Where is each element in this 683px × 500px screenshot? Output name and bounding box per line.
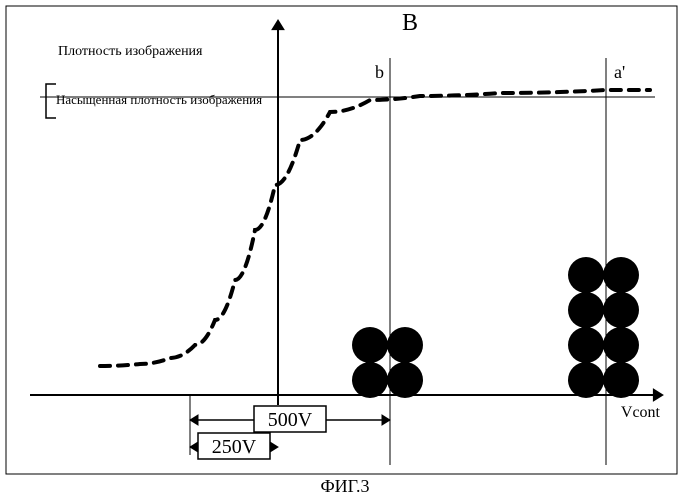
figure-caption: ФИГ.3 (320, 476, 369, 496)
figure-border (6, 6, 677, 474)
particle-left (387, 362, 423, 398)
figure-chart: 500V 250V B Плотность изображения Насыщенная… (0, 0, 683, 500)
arrow-head (382, 415, 390, 425)
mark-a: a' (614, 62, 625, 82)
particle-right (603, 327, 639, 363)
label-250v: 250V (212, 436, 257, 458)
saturation-label: Насыщенная плотность изображения (56, 92, 262, 107)
arrow-head (653, 389, 663, 401)
particle-left (387, 327, 423, 363)
arrow-head (272, 20, 284, 30)
particle-right (568, 327, 604, 363)
arrow-head (270, 442, 278, 452)
particle-right (603, 292, 639, 328)
particle-right (603, 362, 639, 398)
particle-right (603, 257, 639, 293)
saturation-bracket (46, 84, 56, 118)
particle-right (568, 362, 604, 398)
particle-right (568, 292, 604, 328)
density-curve (100, 90, 650, 366)
y-axis-label: Плотность изображения (58, 44, 203, 59)
arrow-head (190, 442, 198, 452)
particle-right (568, 257, 604, 293)
arrow-head (190, 415, 198, 425)
particle-left (352, 362, 388, 398)
label-500v: 500V (268, 409, 313, 431)
mark-b: b (375, 62, 384, 82)
x-axis-label: Vcont (621, 404, 661, 421)
particle-left (352, 327, 388, 363)
figure-title: B (402, 10, 418, 36)
